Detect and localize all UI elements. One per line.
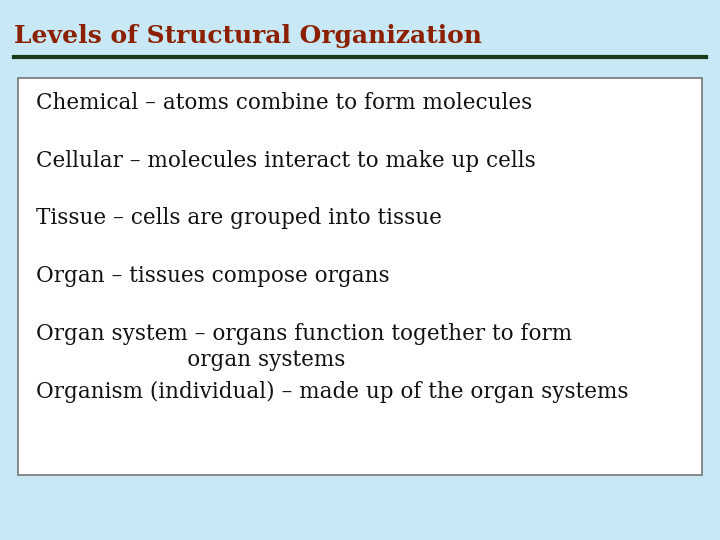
Text: Tissue – cells are grouped into tissue: Tissue – cells are grouped into tissue: [36, 207, 442, 230]
Text: Cellular – molecules interact to make up cells: Cellular – molecules interact to make up…: [36, 150, 536, 172]
FancyBboxPatch shape: [18, 78, 702, 475]
Text: Organ system – organs function together to form
                      organ syst: Organ system – organs function together …: [36, 323, 572, 371]
Text: Organ – tissues compose organs: Organ – tissues compose organs: [36, 265, 390, 287]
Text: Organism (individual) – made up of the organ systems: Organism (individual) – made up of the o…: [36, 381, 629, 403]
Text: Levels of Structural Organization: Levels of Structural Organization: [14, 24, 482, 48]
Text: Chemical – atoms combine to form molecules: Chemical – atoms combine to form molecul…: [36, 92, 532, 114]
